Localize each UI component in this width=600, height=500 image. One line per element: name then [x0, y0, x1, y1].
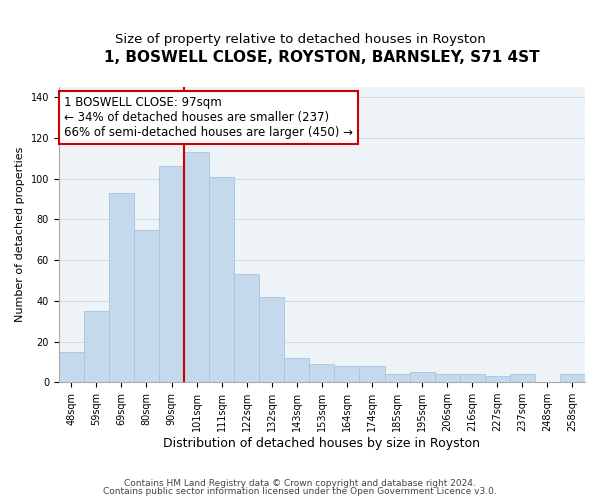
Bar	[310, 364, 334, 382]
Bar	[284, 358, 310, 382]
Title: 1, BOSWELL CLOSE, ROYSTON, BARNSLEY, S71 4ST: 1, BOSWELL CLOSE, ROYSTON, BARNSLEY, S71…	[104, 50, 540, 65]
Bar	[410, 372, 434, 382]
Bar	[334, 366, 359, 382]
Bar	[359, 366, 385, 382]
Bar	[109, 193, 134, 382]
Text: Contains HM Land Registry data © Crown copyright and database right 2024.: Contains HM Land Registry data © Crown c…	[124, 478, 476, 488]
Text: 1 BOSWELL CLOSE: 97sqm
← 34% of detached houses are smaller (237)
66% of semi-de: 1 BOSWELL CLOSE: 97sqm ← 34% of detached…	[64, 96, 353, 139]
Text: Size of property relative to detached houses in Royston: Size of property relative to detached ho…	[115, 32, 485, 46]
Bar	[84, 311, 109, 382]
Y-axis label: Number of detached properties: Number of detached properties	[15, 147, 25, 322]
Bar	[259, 296, 284, 382]
Bar	[485, 376, 510, 382]
Bar	[159, 166, 184, 382]
Bar	[560, 374, 585, 382]
Bar	[209, 176, 234, 382]
Bar	[234, 274, 259, 382]
Text: Contains public sector information licensed under the Open Government Licence v3: Contains public sector information licen…	[103, 487, 497, 496]
X-axis label: Distribution of detached houses by size in Royston: Distribution of detached houses by size …	[163, 437, 481, 450]
Bar	[59, 352, 84, 382]
Bar	[385, 374, 410, 382]
Bar	[510, 374, 535, 382]
Bar	[184, 152, 209, 382]
Bar	[434, 374, 460, 382]
Bar	[134, 230, 159, 382]
Bar	[460, 374, 485, 382]
